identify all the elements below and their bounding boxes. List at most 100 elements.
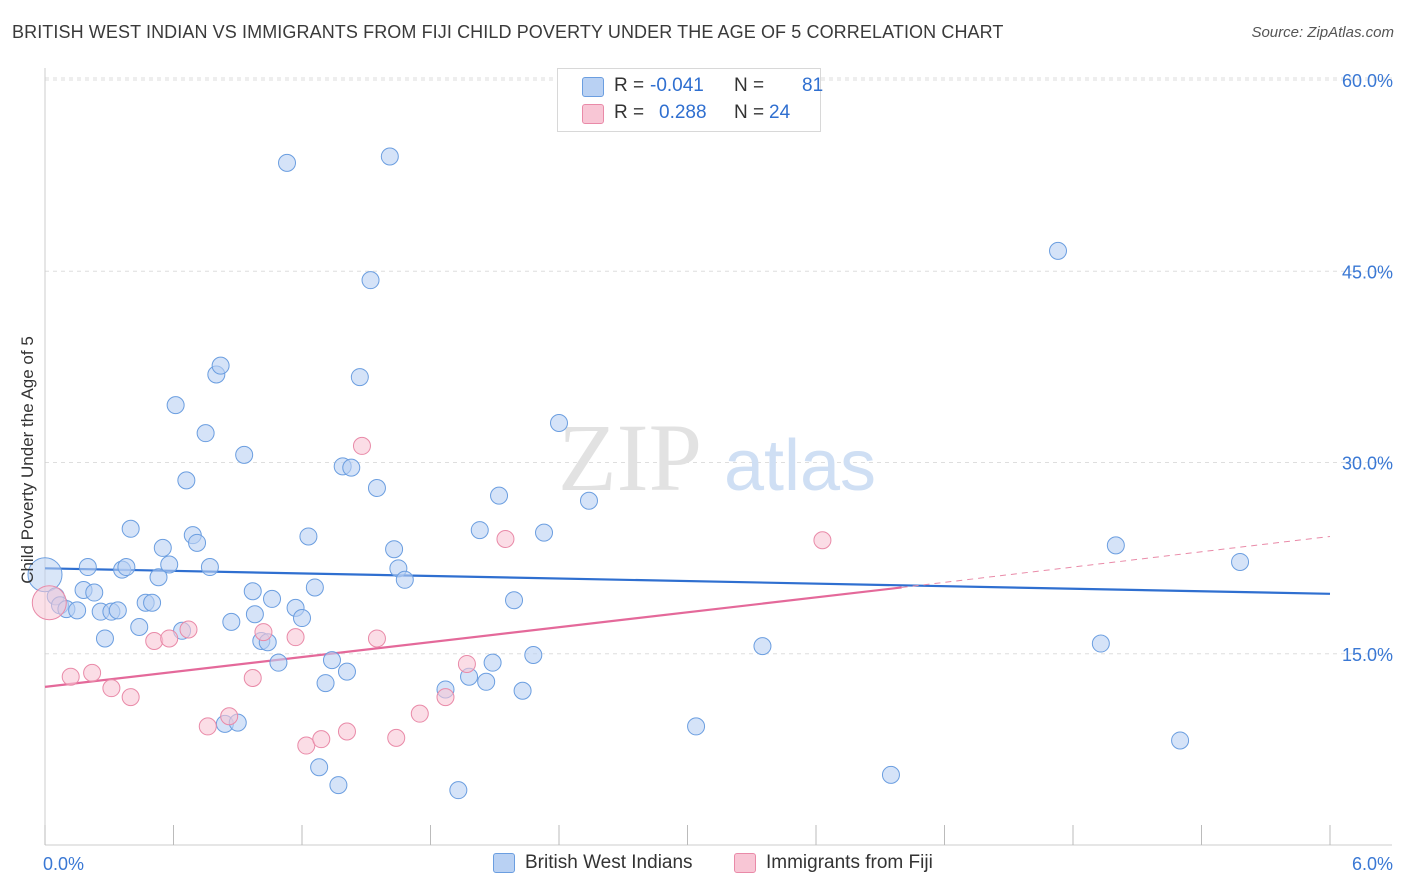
fiji-point bbox=[286, 628, 305, 647]
british-west-indian-point bbox=[687, 717, 706, 736]
legend-item-immigrants-from-fiji[interactable]: Immigrants from Fiji bbox=[734, 852, 933, 876]
r-value: 0.288 bbox=[659, 102, 707, 123]
british-west-indian-point bbox=[881, 765, 900, 784]
british-west-indian-point bbox=[222, 612, 241, 631]
british-west-indian-point bbox=[477, 672, 496, 691]
british-west-indian-trend-line bbox=[44, 567, 1331, 595]
british-west-indian-point bbox=[380, 147, 399, 166]
r-label: R = bbox=[614, 75, 645, 96]
british-west-indian-point bbox=[299, 527, 318, 546]
british-west-indian-point bbox=[121, 519, 140, 538]
fiji-point bbox=[297, 736, 316, 755]
british-west-indian-point bbox=[505, 591, 524, 610]
fiji-point bbox=[367, 629, 386, 648]
watermark-zip: ZIP bbox=[558, 404, 702, 511]
fiji-point bbox=[496, 530, 515, 548]
british-west-indian-point bbox=[149, 568, 168, 587]
british-west-indian-point bbox=[263, 589, 282, 608]
fiji-point bbox=[31, 585, 67, 621]
british-west-indian-point bbox=[196, 424, 215, 443]
x-tick-label: 6.0% bbox=[1352, 854, 1393, 874]
british-west-indian-point bbox=[166, 396, 185, 415]
legend-label: Immigrants from Fiji bbox=[766, 852, 933, 873]
watermark: ZIP atlas bbox=[558, 404, 876, 511]
british-west-indian-point bbox=[305, 578, 324, 597]
british-west-indian-point bbox=[269, 653, 288, 672]
british-west-indian-point bbox=[350, 368, 369, 387]
n-value: 24 bbox=[769, 102, 791, 123]
british-west-indian-point bbox=[160, 555, 179, 574]
british-west-indian-point bbox=[68, 601, 87, 620]
x-tick-label: 0.0% bbox=[43, 854, 84, 874]
fiji-point bbox=[121, 688, 140, 707]
british-west-indian-point bbox=[342, 458, 361, 477]
fiji-point bbox=[220, 707, 239, 726]
british-west-indian-point bbox=[78, 558, 97, 577]
british-west-indian-point bbox=[85, 583, 104, 602]
british-west-indian-point bbox=[278, 153, 297, 172]
british-west-indian-point bbox=[579, 491, 598, 510]
british-west-indian-point bbox=[535, 523, 554, 542]
british-west-indian-point bbox=[95, 629, 114, 648]
fiji-point bbox=[436, 688, 455, 707]
fiji-point bbox=[243, 668, 262, 687]
pink-swatch bbox=[582, 104, 604, 124]
fiji-point bbox=[457, 654, 476, 673]
fiji-point bbox=[179, 620, 198, 639]
blue-swatch bbox=[493, 853, 515, 873]
watermark-atlas: atlas bbox=[724, 426, 876, 506]
british-west-indian-point bbox=[245, 605, 264, 624]
fiji-point bbox=[160, 629, 179, 648]
british-west-indian-point bbox=[177, 471, 196, 490]
british-west-indian-point bbox=[188, 533, 207, 552]
fiji-point bbox=[61, 667, 80, 686]
fiji-trend-extension bbox=[901, 535, 1331, 588]
fiji-point bbox=[254, 623, 273, 642]
data-points bbox=[27, 147, 1250, 800]
y-tick-label: 60.0% bbox=[1342, 71, 1393, 91]
british-west-indian-point bbox=[310, 758, 329, 777]
british-west-indian-point bbox=[1171, 731, 1190, 750]
fiji-point bbox=[352, 436, 371, 455]
grid-lines bbox=[45, 77, 1392, 655]
british-west-indian-point bbox=[329, 776, 348, 795]
british-west-indian-point bbox=[513, 681, 532, 700]
pink-swatch bbox=[734, 853, 756, 873]
y-tick-label: 15.0% bbox=[1342, 645, 1393, 665]
british-west-indian-point bbox=[211, 356, 230, 375]
n-label: N = bbox=[734, 102, 765, 123]
fiji-point bbox=[102, 679, 121, 698]
british-west-indian-point bbox=[385, 540, 404, 559]
axes bbox=[44, 68, 1392, 846]
british-west-indian-point bbox=[395, 570, 414, 589]
fiji-point bbox=[387, 728, 406, 747]
british-west-indian-point bbox=[322, 651, 341, 670]
british-west-indian-point bbox=[550, 413, 568, 432]
british-west-indian-point bbox=[153, 538, 172, 557]
british-west-indian-point bbox=[1049, 241, 1068, 260]
british-west-indian-point bbox=[483, 653, 502, 672]
british-west-indian-point bbox=[337, 662, 356, 681]
correlation-legend: R = -0.041 N = 81 R = 0.288 N = 24 bbox=[557, 68, 823, 132]
british-west-indian-point bbox=[130, 617, 149, 636]
n-label: N = bbox=[734, 75, 765, 96]
y-tick-label: 45.0% bbox=[1342, 262, 1393, 282]
british-west-indian-point bbox=[361, 271, 380, 290]
british-west-indian-point bbox=[490, 486, 509, 505]
fiji-point bbox=[145, 632, 164, 650]
british-west-indian-point bbox=[293, 609, 311, 628]
british-west-indian-point bbox=[143, 593, 162, 612]
y-axis-label: Child Poverty Under the Age of 5 bbox=[18, 336, 37, 584]
tick-labels: 15.0% 30.0% 45.0% 60.0% 0.0% 6.0% bbox=[43, 71, 1393, 874]
british-west-indian-point bbox=[235, 445, 254, 464]
british-west-indian-point bbox=[1231, 552, 1250, 571]
fiji-point bbox=[198, 717, 217, 736]
british-west-indian-point bbox=[1106, 536, 1125, 555]
legend-item-british-west-indians[interactable]: British West Indians bbox=[493, 852, 693, 876]
fiji-point bbox=[83, 663, 102, 682]
british-west-indian-point bbox=[367, 479, 386, 497]
british-west-indian-point bbox=[1091, 634, 1110, 653]
fiji-point bbox=[337, 722, 356, 741]
british-west-indian-point bbox=[108, 601, 127, 620]
